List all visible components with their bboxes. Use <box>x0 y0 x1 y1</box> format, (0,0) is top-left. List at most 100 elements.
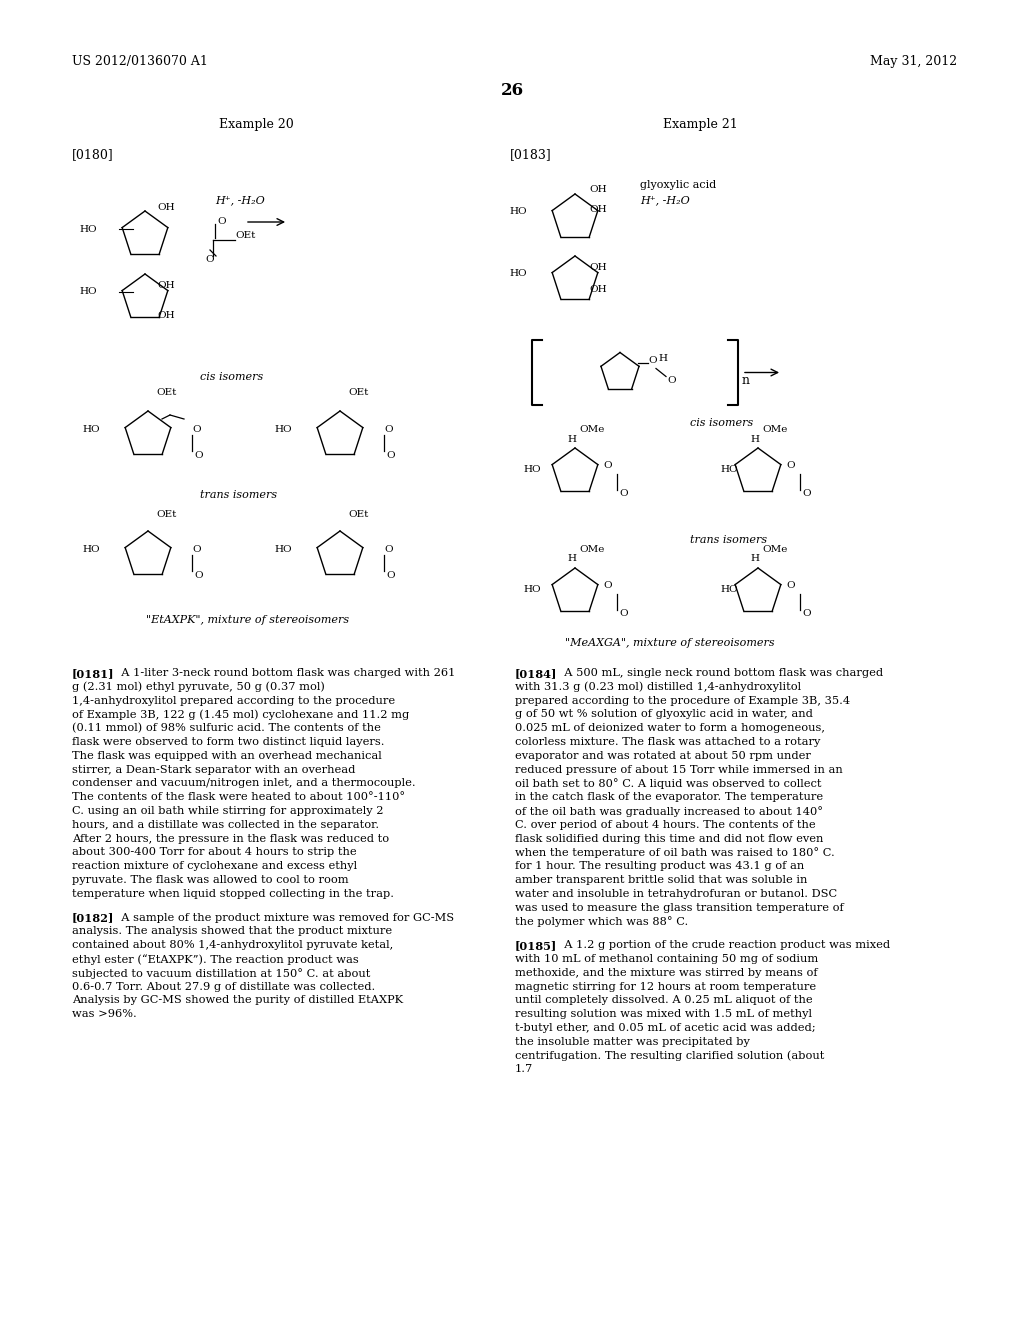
Text: OH: OH <box>157 312 175 321</box>
Text: HO: HO <box>523 586 541 594</box>
Text: t-butyl ether, and 0.05 mL of acetic acid was added;: t-butyl ether, and 0.05 mL of acetic aci… <box>515 1023 816 1034</box>
Text: A 1.2 g portion of the crude reaction product was mixed: A 1.2 g portion of the crude reaction pr… <box>557 940 890 950</box>
Text: about 300-400 Torr for about 4 hours to strip the: about 300-400 Torr for about 4 hours to … <box>72 847 356 858</box>
Text: resulting solution was mixed with 1.5 mL of methyl: resulting solution was mixed with 1.5 mL… <box>515 1010 812 1019</box>
Text: H: H <box>658 354 667 363</box>
Text: with 31.3 g (0.23 mol) distilled 1,4-anhydroxylitol: with 31.3 g (0.23 mol) distilled 1,4-anh… <box>515 682 801 693</box>
Text: OEt: OEt <box>234 231 255 240</box>
Text: HO: HO <box>80 288 97 297</box>
Text: condenser and vacuum/nitrogen inlet, and a thermocouple.: condenser and vacuum/nitrogen inlet, and… <box>72 779 416 788</box>
Text: H: H <box>567 554 575 564</box>
Text: OEt: OEt <box>348 388 369 397</box>
Text: OMe: OMe <box>762 545 787 554</box>
Text: trans isomers: trans isomers <box>200 490 278 500</box>
Text: reaction mixture of cyclohexane and excess ethyl: reaction mixture of cyclohexane and exce… <box>72 861 357 871</box>
Text: [0184]: [0184] <box>515 668 557 678</box>
Text: HO: HO <box>509 269 527 279</box>
Text: colorless mixture. The flask was attached to a rotary: colorless mixture. The flask was attache… <box>515 737 820 747</box>
Text: the polymer which was 88° C.: the polymer which was 88° C. <box>515 916 688 927</box>
Text: in the catch flask of the evaporator. The temperature: in the catch flask of the evaporator. Th… <box>515 792 823 803</box>
Text: OEt: OEt <box>156 510 176 519</box>
Text: The flask was equipped with an overhead mechanical: The flask was equipped with an overhead … <box>72 751 382 760</box>
Text: HO: HO <box>509 207 527 216</box>
Text: After 2 hours, the pressure in the flask was reduced to: After 2 hours, the pressure in the flask… <box>72 834 389 843</box>
Text: n: n <box>742 374 750 387</box>
Text: Example 20: Example 20 <box>219 117 293 131</box>
Text: OEt: OEt <box>156 388 176 397</box>
Text: [0181]: [0181] <box>72 668 115 678</box>
Text: flask were observed to form two distinct liquid layers.: flask were observed to form two distinct… <box>72 737 384 747</box>
Text: O: O <box>603 462 611 470</box>
Text: HO: HO <box>523 466 541 474</box>
Text: HO: HO <box>82 545 100 554</box>
Text: Example 21: Example 21 <box>663 117 737 131</box>
Text: [0182]: [0182] <box>72 912 115 924</box>
Text: 0.6-0.7 Torr. About 27.9 g of distillate was collected.: 0.6-0.7 Torr. About 27.9 g of distillate… <box>72 982 375 991</box>
Text: C. using an oil bath while stirring for approximately 2: C. using an oil bath while stirring for … <box>72 807 384 816</box>
Text: "EtAXPK", mixture of stereoisomers: "EtAXPK", mixture of stereoisomers <box>146 615 349 624</box>
Text: O: O <box>194 570 203 579</box>
Text: stirrer, a Dean-Stark separator with an overhead: stirrer, a Dean-Stark separator with an … <box>72 764 355 775</box>
Text: cis isomers: cis isomers <box>690 418 754 428</box>
Text: was used to measure the glass transition temperature of: was used to measure the glass transition… <box>515 903 844 912</box>
Text: OH: OH <box>589 206 606 214</box>
Text: HO: HO <box>720 466 737 474</box>
Text: A sample of the product mixture was removed for GC-MS: A sample of the product mixture was remo… <box>114 912 454 923</box>
Text: ethyl ester (“EtAXPK”). The reaction product was: ethyl ester (“EtAXPK”). The reaction pro… <box>72 954 358 965</box>
Text: reduced pressure of about 15 Torr while immersed in an: reduced pressure of about 15 Torr while … <box>515 764 843 775</box>
Text: OMe: OMe <box>579 425 604 434</box>
Text: oil bath set to 80° C. A liquid was observed to collect: oil bath set to 80° C. A liquid was obse… <box>515 779 821 789</box>
Text: 26: 26 <box>501 82 523 99</box>
Text: O: O <box>802 490 811 499</box>
Text: O: O <box>205 256 214 264</box>
Text: amber transparent brittle solid that was soluble in: amber transparent brittle solid that was… <box>515 875 807 884</box>
Text: H⁺, -H₂O: H⁺, -H₂O <box>215 195 265 205</box>
Text: evaporator and was rotated at about 50 rpm under: evaporator and was rotated at about 50 r… <box>515 751 811 760</box>
Text: O: O <box>618 490 628 499</box>
Text: prepared according to the procedure of Example 3B, 35.4: prepared according to the procedure of E… <box>515 696 850 706</box>
Text: O: O <box>217 218 225 227</box>
Text: OMe: OMe <box>579 545 604 554</box>
Text: g of 50 wt % solution of glyoxylic acid in water, and: g of 50 wt % solution of glyoxylic acid … <box>515 709 813 719</box>
Text: A 500 mL, single neck round bottom flask was charged: A 500 mL, single neck round bottom flask… <box>557 668 883 678</box>
Text: when the temperature of oil bath was raised to 180° C.: when the temperature of oil bath was rai… <box>515 847 835 858</box>
Text: O: O <box>603 582 611 590</box>
Text: HO: HO <box>274 545 292 554</box>
Text: methoxide, and the mixture was stirred by means of: methoxide, and the mixture was stirred b… <box>515 968 817 978</box>
Text: was >96%.: was >96%. <box>72 1010 137 1019</box>
Text: O: O <box>786 462 795 470</box>
Text: the insoluble matter was precipitated by: the insoluble matter was precipitated by <box>515 1036 750 1047</box>
Text: O: O <box>802 610 811 619</box>
Text: O: O <box>193 425 201 434</box>
Text: OH: OH <box>157 202 175 211</box>
Text: The contents of the flask were heated to about 100°-110°: The contents of the flask were heated to… <box>72 792 406 803</box>
Text: Analysis by GC-MS showed the purity of distilled EtAXPK: Analysis by GC-MS showed the purity of d… <box>72 995 403 1006</box>
Text: H⁺, -H₂O: H⁺, -H₂O <box>640 195 690 205</box>
Text: O: O <box>384 545 392 554</box>
Text: water and insoluble in tetrahydrofuran or butanol. DSC: water and insoluble in tetrahydrofuran o… <box>515 888 838 899</box>
Text: until completely dissolved. A 0.25 mL aliquot of the: until completely dissolved. A 0.25 mL al… <box>515 995 813 1006</box>
Text: O: O <box>648 356 656 366</box>
Text: O: O <box>193 545 201 554</box>
Text: 1,4-anhydroxylitol prepared according to the procedure: 1,4-anhydroxylitol prepared according to… <box>72 696 395 706</box>
Text: O: O <box>194 450 203 459</box>
Text: glyoxylic acid: glyoxylic acid <box>640 180 716 190</box>
Text: 1.7: 1.7 <box>515 1064 534 1074</box>
Text: hours, and a distillate was collected in the separator.: hours, and a distillate was collected in… <box>72 820 379 830</box>
Text: C. over period of about 4 hours. The contents of the: C. over period of about 4 hours. The con… <box>515 820 816 830</box>
Text: O: O <box>667 376 676 385</box>
Text: H: H <box>750 554 759 564</box>
Text: OH: OH <box>589 186 606 194</box>
Text: for 1 hour. The resulting product was 43.1 g of an: for 1 hour. The resulting product was 43… <box>515 861 804 871</box>
Text: of the oil bath was gradually increased to about 140°: of the oil bath was gradually increased … <box>515 807 823 817</box>
Text: HO: HO <box>720 586 737 594</box>
Text: analysis. The analysis showed that the product mixture: analysis. The analysis showed that the p… <box>72 927 392 936</box>
Text: OH: OH <box>589 264 606 272</box>
Text: g (2.31 mol) ethyl pyruvate, 50 g (0.37 mol): g (2.31 mol) ethyl pyruvate, 50 g (0.37 … <box>72 682 325 693</box>
Text: contained about 80% 1,4-anhydroxylitol pyruvate ketal,: contained about 80% 1,4-anhydroxylitol p… <box>72 940 393 950</box>
Text: HO: HO <box>274 425 292 434</box>
Text: [0183]: [0183] <box>510 148 552 161</box>
Text: May 31, 2012: May 31, 2012 <box>870 55 957 69</box>
Text: "MeAXGA", mixture of stereoisomers: "MeAXGA", mixture of stereoisomers <box>565 638 775 648</box>
Text: H: H <box>567 436 575 444</box>
